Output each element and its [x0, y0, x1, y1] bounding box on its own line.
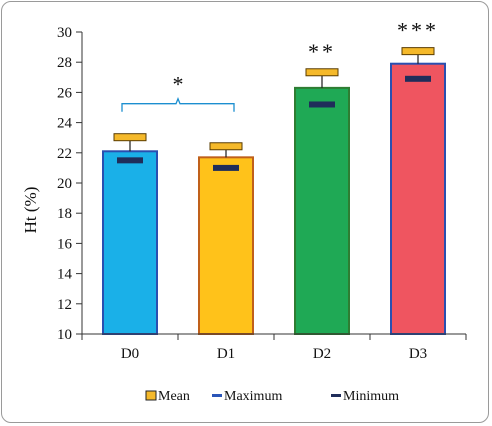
legend-min-swatch: [331, 394, 341, 397]
max-marker-d1: [209, 142, 243, 151]
significance-bracket: [121, 96, 235, 112]
min-marker-d2: [309, 101, 335, 108]
bars: [102, 62, 446, 336]
max-marker-d0: [113, 133, 147, 142]
min-marker-d3: [405, 75, 431, 82]
y-tick-label: 16: [57, 236, 73, 252]
y-tick-label: 14: [57, 267, 73, 283]
bar-d3: [390, 62, 446, 336]
bar-d1: [198, 156, 254, 335]
y-tick-label: 26: [57, 85, 73, 101]
y-tick-label: 28: [57, 55, 72, 71]
significance-label: ***: [397, 18, 439, 43]
legend-max-swatch: [212, 394, 222, 397]
legend: Mean Maximum Minimum: [145, 389, 399, 404]
legend-mean-label: Mean: [158, 389, 190, 404]
significance-annotations: ******: [121, 18, 439, 112]
y-axis: 10 12 14 16 18 20 22 24 26 28 30: [57, 25, 83, 343]
x-tick-label-d3: D3: [409, 346, 427, 362]
y-axis-label: Ht (%): [21, 187, 40, 234]
legend-max-label: Maximum: [224, 389, 282, 404]
legend-mean-swatch: [145, 390, 157, 401]
range-markers: [113, 47, 435, 171]
x-tick-label-d1: D1: [217, 346, 235, 362]
max-marker-d3: [401, 47, 435, 56]
y-tick-label: 24: [57, 116, 73, 132]
max-marker-d2: [305, 68, 339, 77]
legend-min-label: Minimum: [343, 389, 399, 404]
x-tick-label-d0: D0: [121, 346, 139, 362]
y-tick-label: 22: [57, 146, 72, 162]
y-tick-label: 20: [57, 176, 72, 192]
bar-d0: [102, 150, 158, 335]
bar-d2: [294, 86, 350, 336]
x-axis: D0 D1 D2 D3: [81, 333, 467, 362]
significance-label: *: [173, 72, 184, 97]
y-tick-label: 30: [57, 25, 72, 41]
min-marker-d0: [117, 157, 143, 164]
significance-label: **: [308, 39, 336, 64]
y-tick-label: 12: [57, 297, 72, 313]
min-marker-d1: [213, 164, 239, 171]
x-tick-label-d2: D2: [313, 346, 331, 362]
y-tick-label: 10: [57, 327, 72, 343]
y-tick-label: 18: [57, 206, 72, 222]
